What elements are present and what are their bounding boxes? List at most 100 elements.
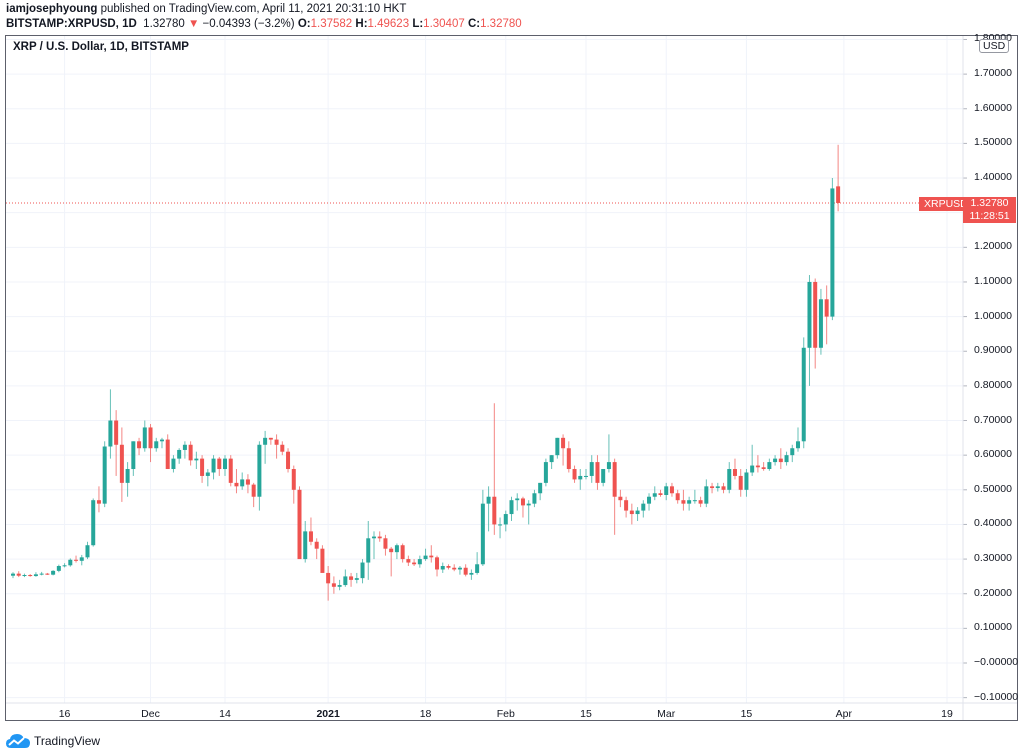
candle[interactable]: [417, 555, 422, 568]
candle[interactable]: [291, 465, 296, 504]
candle[interactable]: [51, 570, 56, 576]
candle[interactable]: [446, 564, 451, 570]
candle[interactable]: [801, 337, 806, 449]
candle[interactable]: [836, 144, 841, 212]
candle[interactable]: [28, 573, 33, 577]
candle[interactable]: [704, 479, 709, 508]
candle[interactable]: [543, 458, 548, 487]
candle[interactable]: [423, 548, 428, 561]
candle[interactable]: [360, 559, 365, 584]
candle[interactable]: [669, 482, 674, 497]
candle[interactable]: [96, 486, 101, 513]
candle[interactable]: [308, 517, 313, 546]
candle[interactable]: [463, 564, 468, 577]
candle[interactable]: [635, 507, 640, 521]
candle[interactable]: [578, 469, 583, 490]
candle[interactable]: [62, 563, 67, 568]
candle[interactable]: [182, 441, 187, 459]
candle[interactable]: [331, 576, 336, 594]
candle[interactable]: [194, 451, 199, 470]
candle[interactable]: [624, 496, 629, 518]
candle[interactable]: [732, 458, 737, 480]
candle[interactable]: [257, 441, 262, 511]
candle[interactable]: [475, 552, 480, 575]
candle[interactable]: [549, 455, 554, 470]
candle[interactable]: [480, 489, 485, 567]
candle[interactable]: [11, 572, 15, 579]
candle[interactable]: [498, 517, 503, 539]
candle[interactable]: [824, 285, 829, 345]
candle[interactable]: [589, 455, 594, 483]
candle[interactable]: [240, 472, 245, 490]
candle[interactable]: [371, 531, 376, 560]
candle[interactable]: [692, 489, 697, 504]
candle[interactable]: [773, 455, 778, 466]
candle[interactable]: [538, 482, 543, 501]
candle[interactable]: [188, 441, 193, 466]
candle[interactable]: [584, 469, 588, 480]
candle[interactable]: [74, 555, 79, 563]
candle[interactable]: [400, 543, 405, 563]
candle[interactable]: [664, 482, 669, 501]
candle[interactable]: [102, 441, 107, 508]
candle[interactable]: [165, 434, 170, 470]
candle[interactable]: [314, 538, 319, 560]
candle[interactable]: [148, 423, 153, 463]
candle[interactable]: [761, 462, 766, 471]
candle[interactable]: [675, 489, 680, 504]
candle[interactable]: [320, 545, 325, 573]
candle[interactable]: [377, 531, 382, 542]
candle[interactable]: [572, 465, 577, 483]
candle[interactable]: [337, 579, 342, 591]
candle[interactable]: [429, 545, 434, 563]
candle[interactable]: [22, 573, 27, 578]
candle[interactable]: [784, 451, 789, 466]
candle[interactable]: [681, 489, 686, 511]
candle[interactable]: [755, 455, 760, 473]
author-name[interactable]: iamjosephyoung: [6, 3, 98, 15]
candle[interactable]: [171, 455, 176, 473]
candle[interactable]: [526, 500, 531, 525]
tradingview-logo[interactable]: TradingView: [5, 733, 100, 749]
candle[interactable]: [200, 455, 205, 483]
candle[interactable]: [738, 469, 743, 497]
candle[interactable]: [354, 572, 359, 584]
candle[interactable]: [503, 510, 508, 532]
candle[interactable]: [85, 541, 90, 560]
candle[interactable]: [154, 437, 159, 452]
candle[interactable]: [16, 571, 21, 578]
candle[interactable]: [435, 555, 440, 577]
candle[interactable]: [406, 555, 411, 567]
currency-badge[interactable]: USD: [979, 39, 1010, 53]
candle[interactable]: [142, 420, 147, 452]
candle[interactable]: [303, 520, 308, 563]
candle[interactable]: [687, 496, 692, 511]
candle[interactable]: [263, 430, 268, 464]
candle[interactable]: [520, 496, 525, 518]
candle[interactable]: [217, 456, 222, 476]
candle[interactable]: [56, 564, 61, 573]
candle[interactable]: [39, 571, 44, 576]
candle[interactable]: [778, 448, 783, 470]
candle[interactable]: [457, 566, 462, 575]
candle[interactable]: [234, 469, 239, 494]
candle[interactable]: [710, 482, 715, 494]
candle[interactable]: [205, 469, 210, 487]
candle[interactable]: [33, 572, 38, 577]
candle[interactable]: [601, 469, 606, 487]
candle[interactable]: [343, 569, 348, 587]
candle[interactable]: [641, 500, 646, 518]
candle[interactable]: [274, 434, 279, 459]
candle[interactable]: [647, 493, 652, 511]
candle[interactable]: [721, 482, 726, 494]
candle[interactable]: [389, 546, 394, 577]
candle[interactable]: [744, 469, 749, 497]
candle[interactable]: [326, 566, 331, 601]
candle[interactable]: [715, 482, 720, 492]
candle[interactable]: [137, 437, 142, 456]
candle[interactable]: [658, 489, 663, 497]
candle[interactable]: [818, 288, 823, 355]
candle[interactable]: [612, 458, 617, 535]
candle[interactable]: [108, 389, 113, 459]
